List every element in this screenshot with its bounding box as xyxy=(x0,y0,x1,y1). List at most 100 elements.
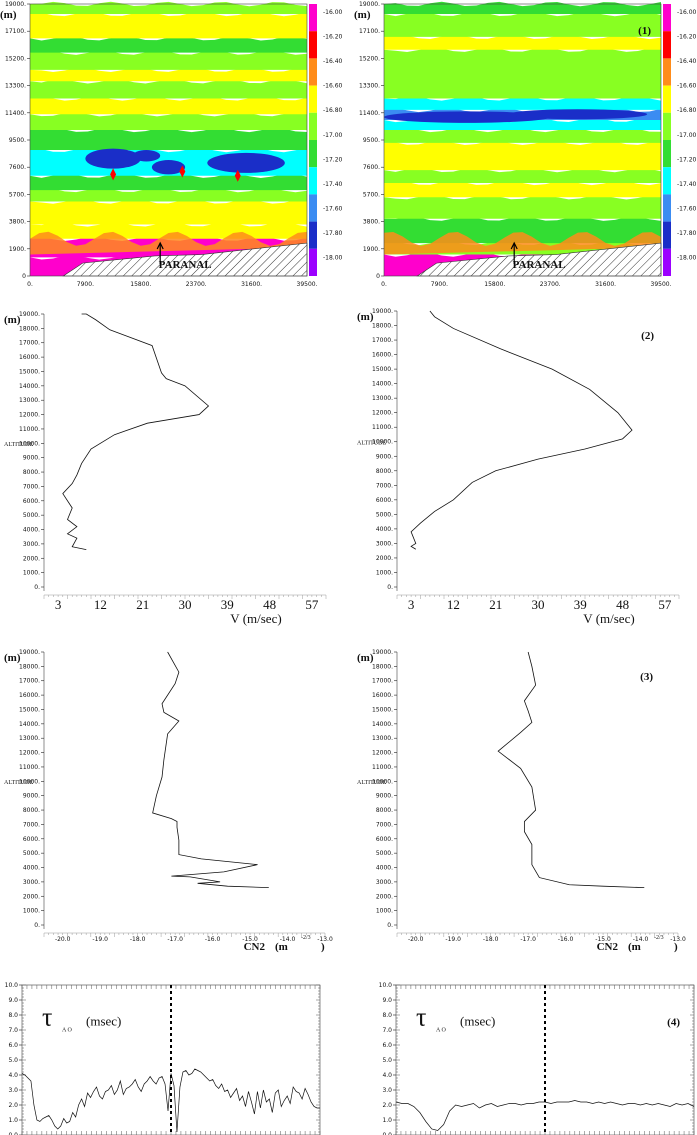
profile-right-3-ytick-label: 5000. xyxy=(376,850,393,857)
profile-left-3-ytick-label: 10000. xyxy=(19,778,40,785)
profile-right-2-ytick-label: 16000. xyxy=(372,352,393,359)
profile-left-3-xunit-close: ) xyxy=(321,941,325,953)
heatmap-left-ytick-label: 15200. xyxy=(5,55,26,62)
profile-left-2-ytick-label: 6000. xyxy=(23,498,40,505)
heatmap-right-band xyxy=(384,117,661,130)
profile-left-2-xtick-label: 57 xyxy=(305,597,319,612)
profile-right-2-xtick-label: 39 xyxy=(574,597,587,612)
heatmap-right-ytick-label: 7600. xyxy=(363,164,380,171)
heatmap-right-band xyxy=(384,127,661,143)
heatmap-right-band xyxy=(384,96,661,110)
profile-right-3-ytick-label: 7000. xyxy=(376,821,393,828)
profile-left-3-ytick-label: 16000. xyxy=(19,692,40,699)
profile-left-2-xlabel: V (m/sec) xyxy=(230,611,281,626)
heatmap-right-colorbar-swatch xyxy=(663,31,671,59)
tau-right-tag: (4) xyxy=(667,1017,680,1029)
heatmap-right-ytick-label: 3800. xyxy=(363,219,380,226)
heatmap-right-ytick-label: 1900. xyxy=(363,246,380,253)
heatmap-right-colorbar-label: -17.00 xyxy=(677,132,697,139)
heatmap-right-colorbar-label: -16.80 xyxy=(677,107,697,114)
tau-left-ytick-label: 4.0 xyxy=(8,1072,18,1079)
profile-right-3-ytick-label: 16000. xyxy=(372,692,393,699)
heatmap-left-colorbar-label: -16.80 xyxy=(323,107,343,114)
heatmap-right-ytick-label: 0 xyxy=(376,273,380,280)
heatmap-left-xtick-label: 39500. xyxy=(297,281,318,288)
heatmap-left-xtick-label: 31600. xyxy=(241,281,262,288)
heatmap-right-band xyxy=(384,11,661,37)
profile-right-2-xtick-label: 3 xyxy=(408,597,415,612)
heatmap-left-colorbar-swatch xyxy=(309,85,317,113)
profile-right-3-ytick-label: 4000. xyxy=(376,865,393,872)
profile-left-3-ytick-label: 12000. xyxy=(19,750,40,757)
heatmap-left-ytick-label: 5700. xyxy=(9,191,26,198)
heatmap-left-ytick-label: 0 xyxy=(22,273,26,280)
heatmap-right-colorbar-label: -16.60 xyxy=(677,83,697,90)
profile-left-2-ytick-label: 15000. xyxy=(19,368,40,375)
tau-right-ytick-label: 8.0 xyxy=(382,1012,392,1019)
heatmap-left-ytick-label: 17100. xyxy=(5,28,26,35)
profile-right-3-xunit: (m xyxy=(628,941,641,953)
profile-left-3-xtick-label: -17.0 xyxy=(167,936,183,943)
tau-right-ytick-label: 10.0 xyxy=(379,982,393,989)
tau-right-ylabel: τ xyxy=(416,1003,426,1032)
profile-left-3-ytick-label: 11000. xyxy=(19,764,40,771)
heatmap-left-band xyxy=(30,1,307,15)
profile-right-3-ytick-label: 10000. xyxy=(372,778,393,785)
profile-right-2-ytick-label: 6000. xyxy=(376,497,393,504)
heatmap-left-band xyxy=(30,67,307,82)
profile-left-3-xtick-label: -16.0 xyxy=(205,936,221,943)
heatmap-left-colorbar-swatch xyxy=(309,58,317,86)
heatmap-left-colorbar-swatch xyxy=(309,112,317,140)
heatmap-right-colorbar-label: -17.40 xyxy=(677,181,697,188)
profile-right-2-xtick-label: 57 xyxy=(658,597,672,612)
profile-right-3-ytick-label: 2000. xyxy=(376,893,393,900)
profile-right-2-ytick-label: 12000. xyxy=(372,410,393,417)
profile-right-3-ytick-label: 1000. xyxy=(376,908,393,915)
profile-left-3-ytick-label: 5000. xyxy=(23,850,40,857)
profile-left-3-ytick-label: 7000. xyxy=(23,821,40,828)
profile-left-3-ytick-label: 18000. xyxy=(19,663,40,670)
profile-left-2-xtick-label: 30 xyxy=(179,597,192,612)
heatmap-left-colorbar-label: -17.20 xyxy=(323,156,343,163)
profile-right-3-xtick-label: -14.0 xyxy=(633,936,649,943)
profile-left-3-ytick-label: 2000. xyxy=(23,893,40,900)
profile-right-2-ytick-label: 2000. xyxy=(376,555,393,562)
heatmap-left-colorbar-swatch xyxy=(309,221,317,249)
heatmap-left-colorbar-swatch xyxy=(309,194,317,222)
heatmap-right-colorbar-swatch xyxy=(663,194,671,222)
heatmap-right-band xyxy=(384,167,661,183)
heatmap-right-colorbar-swatch xyxy=(663,4,671,32)
profile-left-3-ytick-label: 15000. xyxy=(19,706,40,713)
heatmap-left-band xyxy=(30,11,307,39)
heatmap-right-colorbar-label: -16.40 xyxy=(677,58,697,65)
heatmap-right-band xyxy=(384,140,661,171)
tau-left-ytick-label: 7.0 xyxy=(8,1027,18,1034)
tau-left-ytick-label: 9.0 xyxy=(8,997,18,1004)
profile-right-2-ytick-label: 19000. xyxy=(372,308,393,315)
profile-left-3-ytick-label: 14000. xyxy=(19,721,40,728)
heatmap-right-annotation: PARANAL xyxy=(513,259,566,271)
heatmap-right-colorbar-swatch xyxy=(663,140,671,168)
tau-right-ytick-label: 0.0 xyxy=(382,1132,392,1135)
profile-right-2-ytick-label: 17000. xyxy=(372,337,393,344)
heatmap-right-blue-patch xyxy=(508,109,648,120)
tau-left-ytick-label: 5.0 xyxy=(8,1057,18,1064)
profile-right-2-xtick-label: 48 xyxy=(616,597,629,612)
profile-right-2-ytick-label: 5000. xyxy=(376,511,393,518)
heatmap-right-band xyxy=(384,195,661,219)
profile-right-2-xtick-label: 12 xyxy=(447,597,460,612)
tau-left-yunit: (msec) xyxy=(86,1014,121,1029)
profile-right-2-tag: (2) xyxy=(641,330,654,342)
heatmap-right-arrowhead xyxy=(510,241,518,250)
profile-right-2-ytick-label: 7000. xyxy=(376,482,393,489)
profile-left-3-ytick-label: 4000. xyxy=(23,865,40,872)
profile-right-3-ytick-label: 11000. xyxy=(372,764,393,771)
profile-right-2-xtick-label: 30 xyxy=(532,597,545,612)
heatmap-right-colorbar-label: -16.00 xyxy=(677,9,697,16)
profile-right-2-ytick-label: 15000. xyxy=(372,366,393,373)
profile-left-2-ytick-label: 18000. xyxy=(19,325,40,332)
heatmap-left-band xyxy=(30,79,307,99)
heatmap-left-colorbar-label: -17.80 xyxy=(323,230,343,237)
heatmap-left-band xyxy=(30,112,307,130)
heatmap-left-xtick-label: 15800. xyxy=(130,281,151,288)
